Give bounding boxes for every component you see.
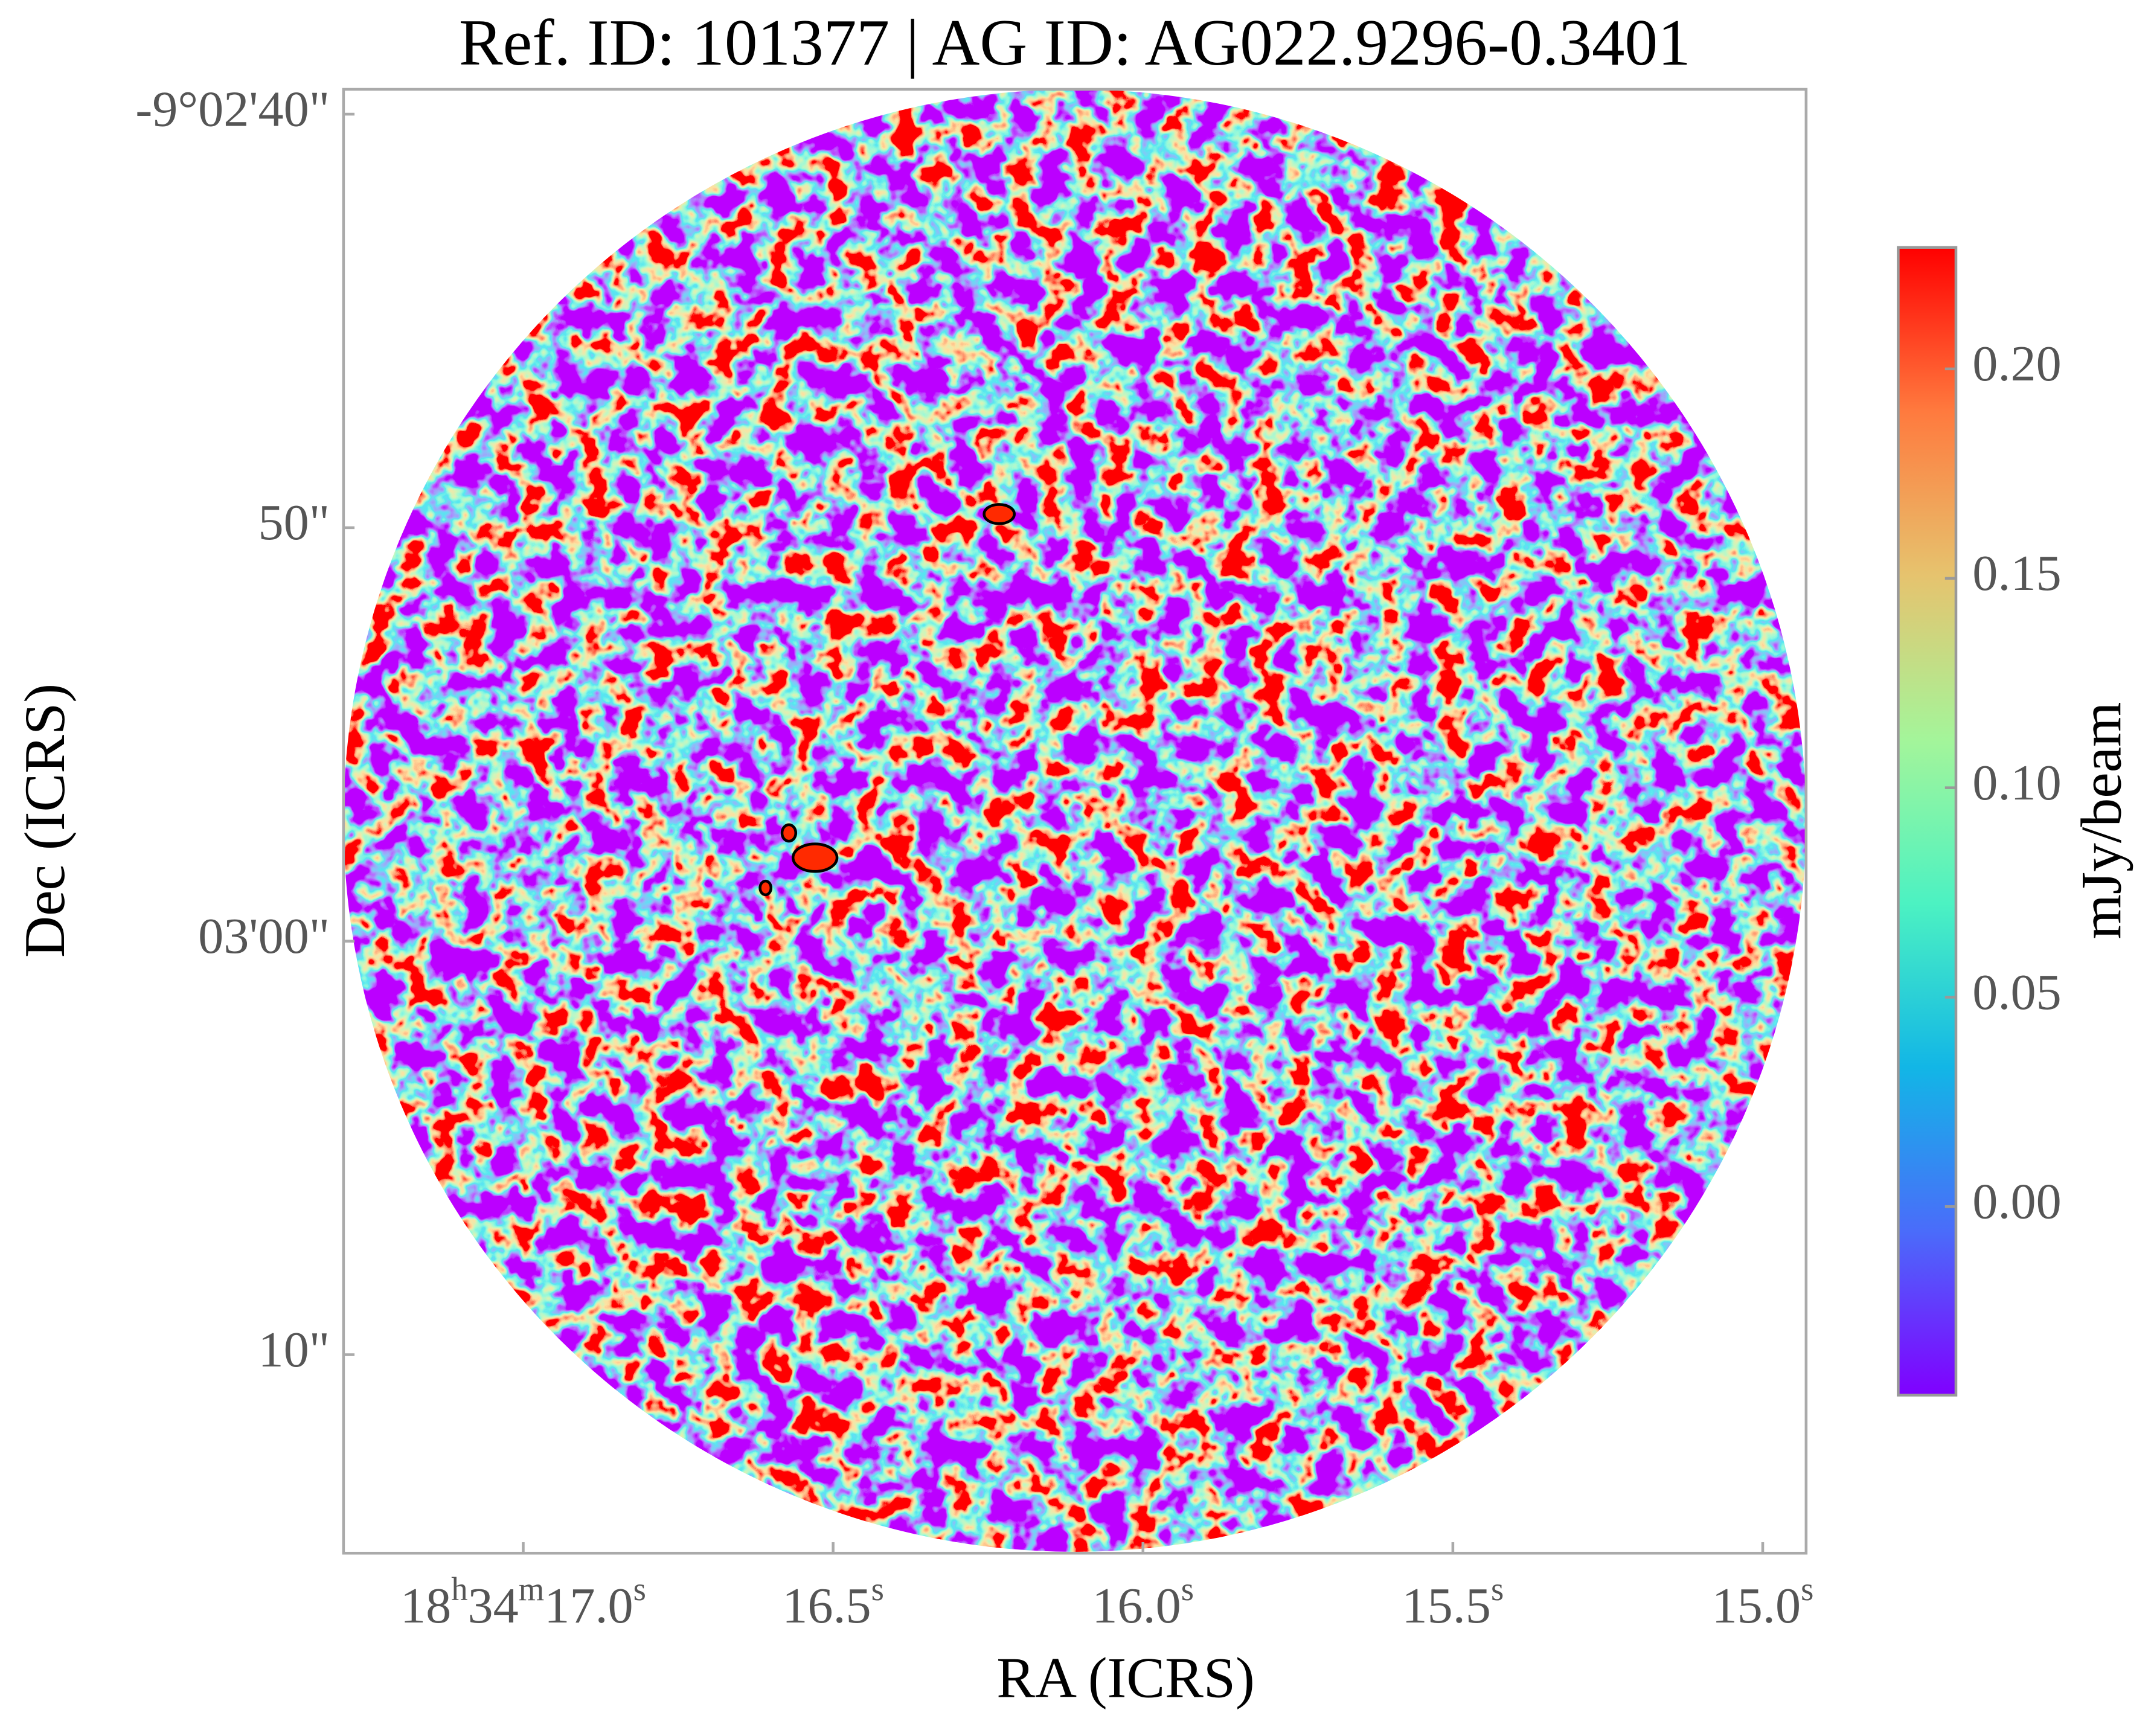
x-tick-label: 16.0s (1092, 1571, 1194, 1634)
colorbar-tick-label: 0.20 (1972, 336, 2061, 392)
x-tick-label: 15.0s (1712, 1571, 1814, 1634)
source (758, 879, 773, 897)
chart-title: Ref. ID: 101377 | AG ID: AG022.9296-0.34… (459, 6, 1691, 79)
colorbar-tick-label: 0.00 (1972, 1174, 2061, 1230)
source (983, 503, 1016, 525)
colorbar-tick-label: 0.15 (1972, 545, 2061, 601)
y-tick-label: -9°02'40" (135, 81, 330, 137)
noise-field (343, 89, 1806, 1552)
source (780, 823, 798, 843)
colorbar-label: mJy/beam (2069, 702, 2133, 939)
colorbar-tick-label: 0.05 (1972, 964, 2061, 1020)
x-tick-label: 18h34m17.0s (400, 1571, 646, 1634)
y-axis-label: Dec (ICRS) (13, 684, 77, 958)
y-tick-label: 03'00" (198, 908, 330, 964)
x-axis-label: RA (ICRS) (996, 1645, 1255, 1709)
sky-image (343, 89, 1806, 1552)
source (791, 842, 839, 873)
y-tick-label: 50" (258, 495, 330, 551)
y-tick-label: 10" (258, 1322, 330, 1378)
colorbar-tick-label: 0.10 (1972, 755, 2061, 811)
x-tick-label: 16.5s (782, 1571, 884, 1634)
axes-frame (342, 88, 1808, 1555)
x-tick-label: 15.5s (1402, 1571, 1504, 1634)
colorbar (1897, 246, 1958, 1397)
